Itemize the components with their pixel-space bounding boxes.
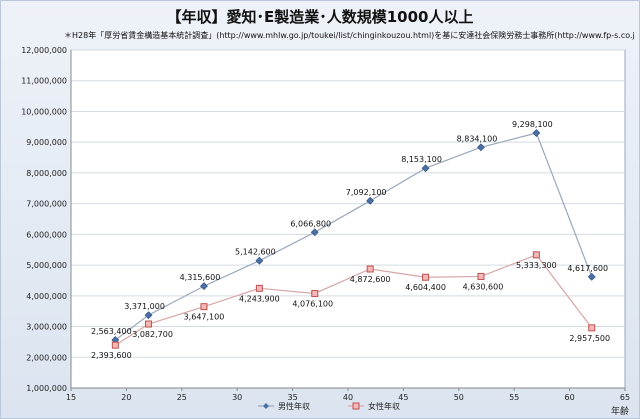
x-tick-label: 20	[121, 393, 131, 402]
data-point-female	[422, 273, 430, 281]
data-point-male	[310, 228, 319, 237]
data-point-female	[477, 272, 485, 280]
data-label: 2,563,400	[91, 327, 132, 336]
data-point-female	[532, 251, 540, 259]
series-line-female	[114, 254, 593, 346]
x-tick-label: 30	[232, 393, 242, 402]
x-tick-label: 45	[398, 393, 408, 402]
data-point-female	[200, 303, 208, 311]
y-tick-label: 8,000,000	[26, 169, 67, 178]
data-point-male	[477, 143, 485, 152]
chart-title: 【年収】愛知･E製造業･人数規模1000人以上	[166, 8, 474, 26]
legend-label: 女性年収	[368, 401, 400, 411]
data-label: 6,066,800	[290, 219, 331, 228]
x-tick-label: 25	[177, 393, 187, 402]
data-label: 4,630,600	[463, 282, 504, 291]
y-tick-label: 2,000,000	[26, 353, 67, 362]
data-label: 8,834,100	[457, 134, 498, 143]
data-point-male	[421, 164, 430, 173]
source-note: ＊H28年「厚労省賃金構造基本統計調査」(http://www.mhlw.go.…	[64, 31, 634, 40]
x-tick-label: 65	[620, 393, 630, 402]
y-tick-label: 1,000,000	[26, 384, 67, 393]
data-point-female	[255, 284, 263, 292]
legend-label: 男性年収	[278, 401, 310, 411]
data-point-male	[200, 282, 208, 291]
y-tick-label: 4,000,000	[26, 292, 67, 301]
x-tick-label: 40	[343, 393, 353, 402]
data-label: 4,617,600	[567, 264, 608, 273]
x-tick-label: 50	[454, 393, 464, 402]
data-point-female	[145, 320, 153, 328]
y-tick-label: 10,000,000	[21, 107, 67, 116]
data-point-female	[588, 324, 596, 332]
data-label: 9,298,100	[512, 120, 553, 129]
data-label: 4,076,100	[292, 299, 333, 308]
y-tick-label: 3,000,000	[26, 323, 67, 332]
series-line-male	[114, 132, 593, 341]
y-tick-label: 9,000,000	[26, 138, 67, 147]
data-label: 7,092,100	[346, 188, 387, 197]
data-label: 4,315,600	[180, 273, 221, 282]
data-point-female	[366, 265, 374, 273]
data-label: 5,333,300	[516, 261, 557, 270]
data-point-male	[532, 129, 541, 137]
data-label: 4,872,600	[350, 275, 391, 284]
data-point-female	[311, 289, 319, 297]
data-label: 5,142,600	[235, 248, 276, 257]
data-label: 2,957,500	[569, 334, 610, 343]
data-point-male	[255, 256, 264, 265]
data-label: 3,371,000	[124, 302, 165, 311]
data-point-female	[111, 341, 119, 349]
data-label: 4,604,400	[405, 283, 446, 292]
y-tick-label: 7,000,000	[26, 200, 67, 209]
x-axis-label: 年齢	[611, 405, 629, 417]
x-tick-label: 60	[565, 393, 575, 402]
legend-marker-male	[263, 403, 269, 409]
legend-marker-female	[352, 402, 360, 410]
x-tick-label: 55	[509, 393, 519, 402]
data-point-male	[144, 311, 153, 320]
data-point-male	[366, 196, 375, 205]
data-point-male	[587, 272, 596, 281]
data-label: 3,082,700	[132, 330, 173, 339]
data-label: 4,243,900	[239, 294, 280, 303]
data-label: 2,393,600	[91, 351, 132, 360]
data-label: 3,647,100	[184, 313, 225, 322]
x-tick-label: 35	[288, 393, 298, 402]
plot-area	[70, 49, 626, 389]
x-tick-label: 15	[66, 393, 76, 402]
y-tick-label: 5,000,000	[26, 261, 67, 270]
y-tick-label: 11,000,000	[21, 77, 67, 86]
y-tick-label: 12,000,000	[21, 46, 67, 55]
data-label: 8,153,100	[401, 155, 442, 164]
y-tick-label: 6,000,000	[26, 230, 67, 239]
